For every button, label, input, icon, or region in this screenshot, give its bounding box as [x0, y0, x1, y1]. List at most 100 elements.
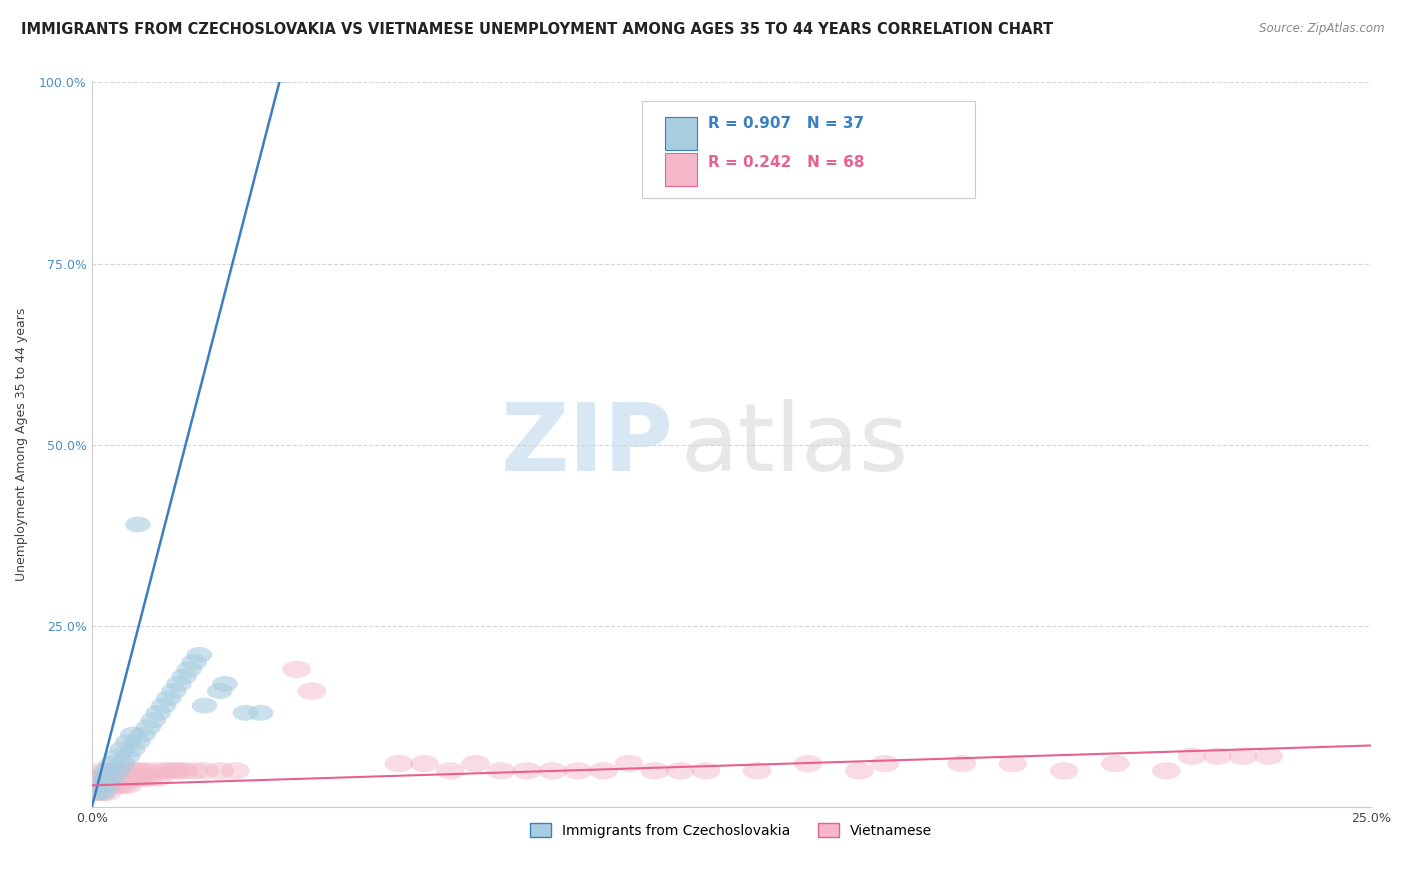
- Ellipse shape: [94, 763, 120, 779]
- Ellipse shape: [108, 777, 136, 794]
- Ellipse shape: [221, 762, 249, 780]
- Ellipse shape: [103, 762, 132, 780]
- Ellipse shape: [870, 755, 900, 772]
- Ellipse shape: [181, 654, 207, 670]
- Text: Source: ZipAtlas.com: Source: ZipAtlas.com: [1260, 22, 1385, 36]
- Ellipse shape: [1204, 747, 1232, 765]
- Ellipse shape: [103, 770, 132, 787]
- Ellipse shape: [100, 770, 125, 786]
- Ellipse shape: [207, 683, 232, 699]
- Ellipse shape: [124, 762, 152, 780]
- Ellipse shape: [948, 755, 976, 772]
- Ellipse shape: [115, 748, 141, 764]
- Ellipse shape: [486, 762, 516, 780]
- Ellipse shape: [90, 770, 115, 786]
- Ellipse shape: [436, 762, 464, 780]
- Ellipse shape: [87, 784, 117, 801]
- Ellipse shape: [87, 770, 117, 787]
- Ellipse shape: [159, 762, 188, 780]
- Ellipse shape: [87, 777, 117, 794]
- Ellipse shape: [794, 755, 823, 772]
- Bar: [665, 153, 697, 186]
- Ellipse shape: [160, 683, 187, 699]
- Ellipse shape: [108, 770, 136, 787]
- Ellipse shape: [205, 762, 233, 780]
- Text: atlas: atlas: [681, 399, 908, 491]
- Ellipse shape: [166, 676, 191, 692]
- Ellipse shape: [156, 690, 181, 706]
- Ellipse shape: [165, 762, 193, 780]
- Ellipse shape: [93, 777, 121, 794]
- Ellipse shape: [83, 777, 111, 794]
- Ellipse shape: [124, 770, 152, 787]
- Ellipse shape: [93, 770, 121, 787]
- Ellipse shape: [120, 741, 146, 757]
- Text: ZIP: ZIP: [501, 399, 673, 491]
- Ellipse shape: [190, 762, 219, 780]
- Ellipse shape: [298, 682, 326, 700]
- Ellipse shape: [84, 777, 110, 793]
- Text: R = 0.907   N = 37: R = 0.907 N = 37: [709, 116, 865, 131]
- Ellipse shape: [1178, 747, 1206, 765]
- Ellipse shape: [666, 762, 695, 780]
- Ellipse shape: [538, 762, 567, 780]
- Y-axis label: Unemployment Among Ages 35 to 44 years: Unemployment Among Ages 35 to 44 years: [15, 308, 28, 582]
- Ellipse shape: [100, 756, 125, 772]
- Ellipse shape: [143, 770, 173, 787]
- Ellipse shape: [139, 762, 167, 780]
- Ellipse shape: [640, 762, 669, 780]
- Ellipse shape: [141, 712, 166, 728]
- Ellipse shape: [118, 762, 148, 780]
- Ellipse shape: [134, 770, 163, 787]
- Ellipse shape: [104, 748, 131, 764]
- Ellipse shape: [1229, 747, 1257, 765]
- Ellipse shape: [90, 785, 115, 800]
- Ellipse shape: [108, 762, 136, 780]
- Ellipse shape: [118, 770, 148, 787]
- Ellipse shape: [115, 734, 141, 750]
- Ellipse shape: [614, 755, 644, 772]
- Ellipse shape: [411, 755, 439, 772]
- Ellipse shape: [998, 755, 1028, 772]
- Ellipse shape: [155, 762, 183, 780]
- Ellipse shape: [94, 777, 120, 793]
- Ellipse shape: [83, 770, 111, 787]
- Ellipse shape: [87, 762, 117, 780]
- Ellipse shape: [98, 770, 127, 787]
- Ellipse shape: [129, 770, 157, 787]
- Text: R = 0.242   N = 68: R = 0.242 N = 68: [709, 154, 865, 169]
- Ellipse shape: [129, 762, 157, 780]
- Ellipse shape: [125, 734, 150, 750]
- Ellipse shape: [461, 755, 489, 772]
- Ellipse shape: [172, 669, 197, 684]
- Ellipse shape: [845, 762, 873, 780]
- Ellipse shape: [269, 67, 294, 83]
- Ellipse shape: [98, 762, 127, 780]
- Ellipse shape: [1050, 762, 1078, 780]
- Text: IMMIGRANTS FROM CZECHOSLOVAKIA VS VIETNAMESE UNEMPLOYMENT AMONG AGES 35 TO 44 YE: IMMIGRANTS FROM CZECHOSLOVAKIA VS VIETNA…: [21, 22, 1053, 37]
- Ellipse shape: [84, 785, 110, 800]
- Ellipse shape: [110, 756, 135, 772]
- Ellipse shape: [120, 727, 146, 742]
- Ellipse shape: [191, 698, 217, 714]
- Ellipse shape: [384, 755, 413, 772]
- Ellipse shape: [187, 647, 212, 663]
- Ellipse shape: [135, 719, 160, 735]
- Ellipse shape: [232, 705, 259, 721]
- Ellipse shape: [125, 516, 150, 533]
- Ellipse shape: [98, 777, 127, 794]
- Ellipse shape: [131, 727, 156, 742]
- Ellipse shape: [110, 741, 135, 757]
- Ellipse shape: [114, 777, 142, 794]
- Ellipse shape: [742, 762, 772, 780]
- Ellipse shape: [114, 770, 142, 787]
- FancyBboxPatch shape: [643, 101, 974, 198]
- Ellipse shape: [93, 762, 121, 780]
- Ellipse shape: [170, 762, 198, 780]
- Ellipse shape: [149, 762, 177, 780]
- Ellipse shape: [692, 762, 720, 780]
- Ellipse shape: [103, 777, 132, 794]
- Ellipse shape: [104, 763, 131, 779]
- Ellipse shape: [212, 676, 238, 692]
- Ellipse shape: [512, 762, 541, 780]
